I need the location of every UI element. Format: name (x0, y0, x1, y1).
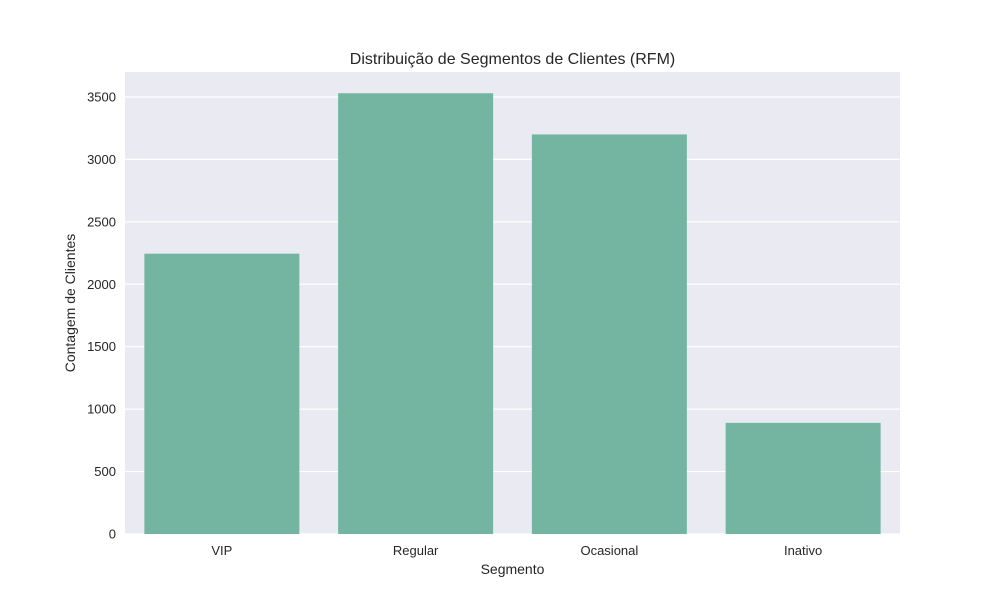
x-tick-label: Regular (393, 543, 439, 558)
y-tick-label: 3500 (87, 89, 116, 104)
bar-regular (338, 93, 494, 535)
y-tick-label: 2000 (87, 277, 116, 292)
y-tick-label: 500 (94, 464, 116, 479)
y-axis-ticks: 0 500 1000 1500 2000 2500 3000 3500 (87, 89, 116, 541)
bar-ocasional (531, 134, 687, 534)
chart-title: Distribuição de Segmentos de Clientes (R… (350, 51, 675, 68)
x-tick-label: Inativo (784, 543, 822, 558)
bar-vip (144, 253, 300, 534)
y-tick-label: 0 (109, 527, 116, 542)
y-axis-label: Contagem de Clientes (62, 234, 78, 373)
y-tick-label: 1000 (87, 402, 116, 417)
y-tick-label: 1500 (87, 339, 116, 354)
x-axis-label: Segmento (481, 561, 545, 577)
x-tick-label: Ocasional (580, 543, 638, 558)
bars (144, 93, 881, 535)
y-tick-label: 2500 (87, 214, 116, 229)
x-tick-label: VIP (211, 543, 232, 558)
bar-inativo (725, 422, 881, 534)
y-tick-label: 3000 (87, 152, 116, 167)
x-axis-ticks: VIP Regular Ocasional Inativo (211, 543, 822, 558)
